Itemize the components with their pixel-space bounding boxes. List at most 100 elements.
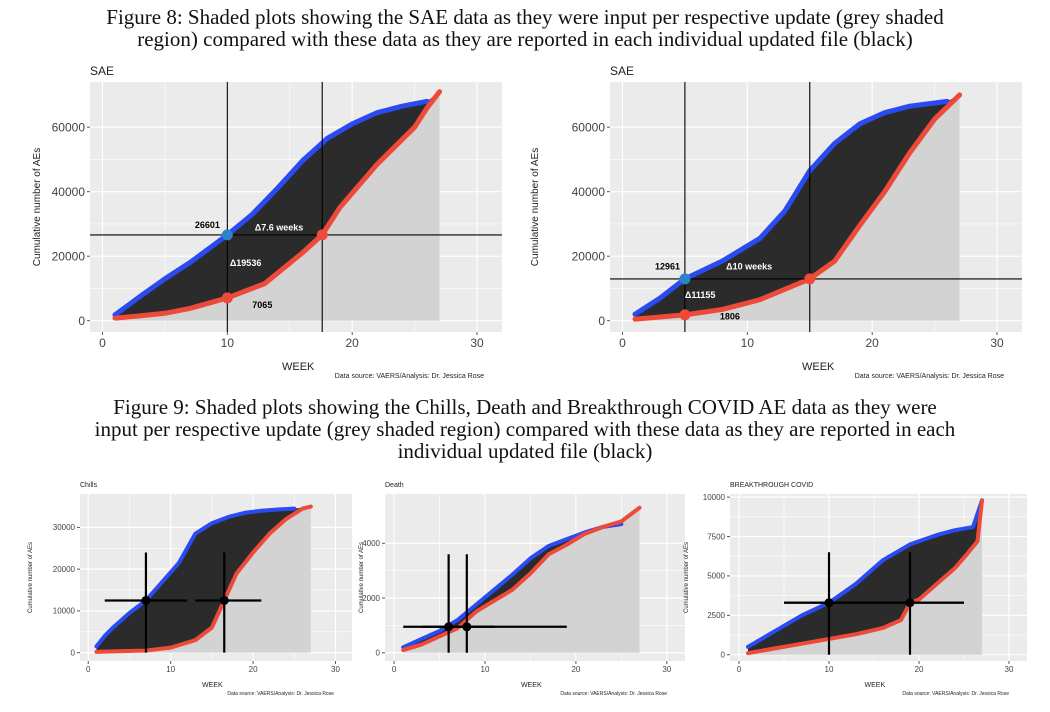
series-line-reported [746,498,984,656]
annotation-label: Δ10 weeks [726,262,772,272]
figure-8-caption: Figure 8: Shaded plots showing the SAE d… [0,6,1050,50]
figure-9-caption-line-2: input per respective update (grey shaded… [94,417,956,441]
figure-9-caption-line-1: Figure 9: Shaded plots showing the Chill… [113,395,937,419]
y-axis-label: Cumulative number of AEs [32,148,43,266]
x-tick-label: 10 [166,665,175,674]
series-line-input [112,98,430,318]
y-tick-label: 0 [721,650,726,659]
red-data-point [804,273,816,285]
x-tick-label: 10 [741,336,755,350]
y-tick-label: 20000 [572,249,606,263]
y-tick-label: 30000 [53,523,76,532]
y-tick-label: 2500 [707,611,725,620]
blue-data-point [679,273,691,285]
y-tick-label: 0 [71,648,76,657]
crosshair-point [141,595,151,605]
breakthrough-covid-chart: 0 10 20 30 0 2500 5000 7500 10000 BREAKTHROUGH CO… [684,482,1027,697]
annotation-label: 7065 [252,300,272,310]
data-source-note: Data source: VAERS/Analysis: Dr. Jessica… [902,691,1009,697]
annotation-label: 1806 [720,311,740,321]
y-tick-label: 0 [598,314,605,328]
grey-shaded-region [634,94,960,321]
grey-shaded-region [114,94,440,321]
x-axis-label: WEEK [802,361,835,373]
x-axis-label: WEEK [865,682,886,689]
x-tick-label: 0 [99,336,106,350]
x-tick-label: 0 [737,665,742,674]
blue-data-point [221,229,233,241]
chart-title: SAE [610,64,634,78]
y-axis-label: Cumulative number of AEs [359,542,365,613]
y-axis-label: Cumulative number of AEs [684,542,690,613]
x-tick-label: 0 [392,665,397,674]
chart-title: BREAKTHROUGH COVID [730,482,813,489]
x-axis-label: WEEK [521,682,542,689]
annotation-label: Δ11155 [685,290,716,300]
x-axis-label: WEEK [202,682,223,689]
x-tick-label: 20 [866,336,880,350]
series-line-reported [112,89,443,321]
y-tick-label: 60000 [572,120,606,134]
black-difference-region [403,507,640,651]
red-data-point [221,292,233,304]
grey-shaded-region [748,500,982,655]
red-data-point [316,229,328,241]
annotation-label: Δ19536 [230,258,262,268]
x-tick-label: 20 [346,336,360,350]
black-difference-region [96,506,311,652]
x-tick-label: 30 [662,665,671,674]
series-line-reported [401,505,642,653]
annotation-label: 26601 [195,220,220,230]
y-tick-label: 40000 [572,185,606,199]
x-tick-label: 20 [915,665,924,674]
y-tick-label: 7500 [707,532,725,541]
y-tick-label: 10000 [53,607,76,616]
black-difference-region [634,94,960,320]
y-tick-label: 2000 [362,594,380,603]
annotation-label: 12961 [655,262,680,272]
sae-chart-right: 0 10 20 30 0 20000 40000 60000 12961 Δ10 weeks Δ11… [530,64,1022,380]
chills-chart: 0 10 20 30 0 10000 20000 30000 Chills WEEK Cumulat… [28,482,352,697]
y-tick-label: 20000 [53,565,76,574]
data-source-note: Data source: VAERS/Analysis: Dr. Jessica… [335,373,484,380]
x-tick-label: 10 [221,336,235,350]
x-tick-label: 20 [249,665,258,674]
chart-title: Chills [80,482,98,489]
x-tick-label: 30 [1005,665,1014,674]
x-tick-label: 10 [481,665,490,674]
y-tick-label: 5000 [707,572,725,581]
y-tick-label: 40000 [52,185,86,199]
black-difference-region [114,91,440,319]
chart-title: Death [385,482,404,489]
crosshair-point [462,622,472,632]
y-axis-label: Cumulative number of AEs [28,542,34,613]
grey-shaded-region [96,506,311,653]
data-source-note: Data source: VAERS/Analysis: Dr. Jessica… [227,691,334,697]
x-tick-label: 30 [331,665,340,674]
x-tick-label: 30 [990,336,1004,350]
x-tick-label: 30 [470,336,484,350]
sae-chart-left: 0 10 20 30 0 20000 40000 60000 26601 Δ7.6 weeks Δ1… [32,64,502,380]
y-tick-label: 0 [376,649,381,658]
x-tick-label: 10 [825,665,834,674]
figure-9-caption-line-3: individual updated file (black) [397,439,653,463]
death-chart: 0 10 20 30 0 2000 4000 Death WEEK Cumulative numb… [359,482,685,697]
x-tick-label: 0 [619,336,626,350]
grey-shaded-region [403,507,640,653]
y-tick-label: 60000 [52,120,86,134]
x-tick-label: 20 [571,665,580,674]
y-tick-label: 4000 [362,539,380,548]
data-source-note: Data source: VAERS/Analysis: Dr. Jessica… [560,691,667,697]
y-axis-label: Cumulative number of AEs [530,148,541,266]
y-tick-label: 10000 [703,493,726,502]
series-line-input [94,506,297,649]
data-source-note: Data source: VAERS/Analysis: Dr. Jessica… [855,373,1004,380]
crosshair-point [219,595,229,605]
y-tick-label: 20000 [52,249,86,263]
x-tick-label: 0 [86,665,91,674]
chart-title: SAE [90,64,114,78]
series-line-input [746,498,984,649]
figure-8-caption-line-2: region) compared with these data as they… [137,27,913,51]
figure-9-caption: Figure 9: Shaded plots showing the Chill… [0,396,1050,462]
annotation-label: Δ7.6 weeks [255,222,304,232]
